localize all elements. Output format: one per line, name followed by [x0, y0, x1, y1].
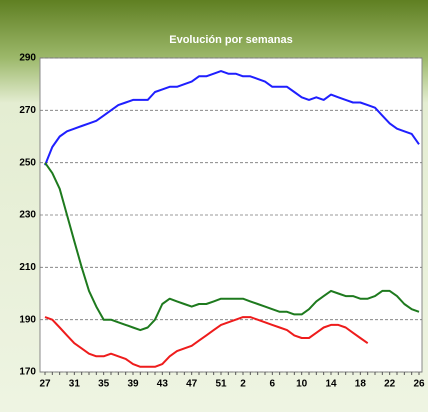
x-tick-label: 35: [98, 379, 110, 390]
x-tick-label: 18: [355, 379, 367, 390]
y-tick-label: 230: [19, 210, 36, 221]
x-tick-label: 27: [39, 379, 51, 390]
series-line: [44, 316, 369, 368]
series-line: [44, 70, 420, 166]
x-tick-label: 14: [325, 379, 337, 390]
y-tick-label: 170: [19, 367, 36, 378]
x-tick-label: 22: [384, 379, 396, 390]
chart-title: Evolución por semanas: [169, 34, 292, 46]
x-tick-label: 51: [215, 379, 227, 390]
x-tick-label: 26: [413, 379, 425, 390]
y-tick-label: 190: [19, 314, 36, 325]
x-tick-label: 39: [127, 379, 139, 390]
y-tick-label: 250: [19, 157, 36, 168]
y-tick-label: 270: [19, 105, 36, 116]
y-tick-label: 210: [19, 262, 36, 273]
series-line: [44, 162, 420, 332]
x-tick-label: 6: [270, 379, 276, 390]
x-tick-label: 10: [296, 379, 308, 390]
x-tick-label: 2: [240, 379, 246, 390]
y-tick-label: 290: [19, 53, 36, 64]
x-tick-label: 47: [186, 379, 198, 390]
x-tick-label: 43: [157, 379, 169, 390]
x-tick-label: 31: [69, 379, 81, 390]
